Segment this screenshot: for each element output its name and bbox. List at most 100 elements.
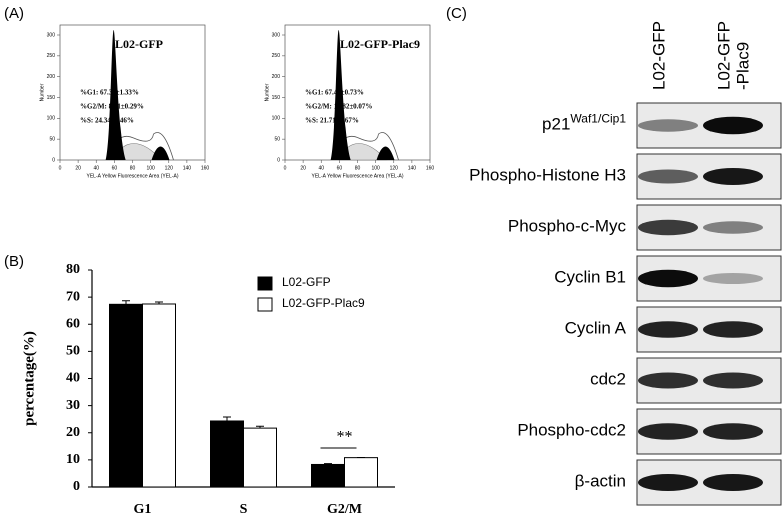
blot-band — [703, 372, 763, 389]
histogram-g1 — [330, 30, 351, 160]
x-tick-label: 0 — [59, 165, 62, 171]
y-tick-label: 40 — [66, 371, 80, 386]
blot-band — [703, 273, 763, 284]
x-tick-label: 20 — [75, 165, 81, 171]
y-axis-label: Number — [39, 83, 45, 101]
x-tick-label: 100 — [146, 165, 155, 171]
x-tick-label: 60 — [337, 165, 343, 171]
x-tick-label: 140 — [408, 165, 417, 171]
x-tick-label: 40 — [93, 165, 99, 171]
error-bar — [223, 416, 231, 421]
row-label: Phospho-cdc2 — [517, 421, 626, 440]
y-tick-label: 200 — [272, 74, 281, 80]
blot-band — [638, 423, 698, 440]
y-tick-label: 300 — [272, 32, 281, 38]
blot-band — [638, 321, 698, 338]
y-axis-label: percentage(%) — [21, 331, 37, 426]
row-label-text: Phospho-c-Myc — [508, 217, 627, 236]
error-bar — [324, 463, 332, 465]
legend-label: L02-GFP — [282, 275, 331, 289]
cell-cycle-stat: %G2/M: 8.31±0.29% — [80, 103, 144, 111]
x-tick-label: 160 — [426, 165, 435, 171]
x-tick-label: 40 — [318, 165, 324, 171]
row-label: cdc2 — [590, 370, 626, 389]
bar — [243, 427, 277, 488]
y-tick-label: 60 — [66, 316, 80, 331]
blot-band — [638, 119, 698, 132]
blot-band — [638, 219, 698, 236]
x-tick-label: 20 — [300, 165, 306, 171]
y-tick-label: 50 — [274, 136, 280, 142]
row-label-text: p21 — [542, 115, 570, 134]
row-label: Phospho-c-Myc — [508, 217, 627, 236]
blot-band — [638, 169, 698, 184]
column-label: -Plac9 — [733, 42, 752, 90]
panel-label: (C) — [446, 5, 467, 22]
histogram-g2 — [151, 146, 170, 160]
y-tick-label: 300 — [47, 32, 56, 38]
plot-title: L02-GFP-Plac9 — [340, 37, 420, 51]
x-tick-label: 80 — [130, 165, 136, 171]
row-label: Cyclin B1 — [554, 268, 626, 287]
row-label-text: cdc2 — [590, 370, 626, 389]
y-tick-label: 0 — [73, 479, 80, 494]
y-tick-label: 250 — [47, 53, 56, 59]
y-tick-label: 30 — [66, 398, 80, 413]
row-label-text: Phospho-Histone H3 — [469, 166, 626, 185]
x-tick-label: 140 — [183, 165, 192, 171]
blot-band — [703, 221, 763, 234]
cell-cycle-stat: %G1: 67.47±0.73% — [305, 89, 364, 97]
y-tick-label: 150 — [47, 95, 56, 101]
significance-label: ** — [337, 429, 353, 446]
row-label-text: Phospho-cdc2 — [517, 421, 626, 440]
y-axis-label: Number — [264, 83, 270, 101]
row-label-superscript: Waf1/Cip1 — [570, 112, 626, 126]
column-label: L02-GFP — [649, 21, 668, 90]
panel-label: (A) — [4, 5, 24, 22]
y-tick-label: 50 — [66, 344, 80, 359]
x-tick-label: 100 — [371, 165, 380, 171]
y-tick-label: 0 — [277, 157, 280, 163]
row-label: p21Waf1/Cip1 — [542, 112, 626, 134]
bar — [142, 303, 176, 488]
histogram-g1 — [105, 30, 126, 160]
blot-band — [638, 474, 698, 491]
row-label: Phospho-Histone H3 — [469, 166, 626, 185]
panel-label: (B) — [4, 253, 24, 270]
x-tick-label: 80 — [355, 165, 361, 171]
y-tick-label: 20 — [66, 425, 80, 440]
bar — [344, 457, 378, 488]
blot-band — [638, 269, 698, 288]
column-label: L02-GFP — [714, 21, 733, 90]
y-tick-label: 250 — [272, 53, 281, 59]
blot-band — [703, 321, 763, 338]
plot-title: L02-GFP — [115, 37, 163, 51]
y-tick-label: 10 — [66, 452, 80, 467]
error-bar — [155, 301, 163, 304]
x-tick-label: 0 — [284, 165, 287, 171]
x-tick-label: 160 — [201, 165, 210, 171]
error-bar — [122, 300, 130, 305]
bar — [109, 303, 143, 488]
blot-band — [703, 474, 763, 491]
x-tick-label: 120 — [165, 165, 174, 171]
y-tick-label: 150 — [272, 95, 281, 101]
cell-cycle-stat: %S: 24.34±1.46% — [80, 117, 134, 125]
cell-cycle-stat: %S: 21.71±0.67% — [305, 117, 359, 125]
row-label: Cyclin A — [565, 319, 627, 338]
row-label-text: Cyclin B1 — [554, 268, 626, 287]
error-bar — [256, 425, 264, 429]
blot-band — [703, 116, 763, 135]
y-tick-label: 70 — [66, 289, 80, 304]
blot-band — [638, 372, 698, 389]
x-axis-label: YEL-A Yellow Fluorescence Area (YEL-A) — [312, 173, 404, 179]
x-tick-label: G1 — [134, 502, 152, 517]
y-tick-label: 50 — [49, 136, 55, 142]
row-label-text: Cyclin A — [565, 319, 627, 338]
row-label-text: β-actin — [575, 472, 626, 491]
x-tick-label: S — [240, 502, 248, 517]
bar — [210, 420, 244, 488]
y-tick-label: 100 — [47, 116, 56, 122]
legend-label: L02-GFP-Plac9 — [282, 296, 365, 310]
